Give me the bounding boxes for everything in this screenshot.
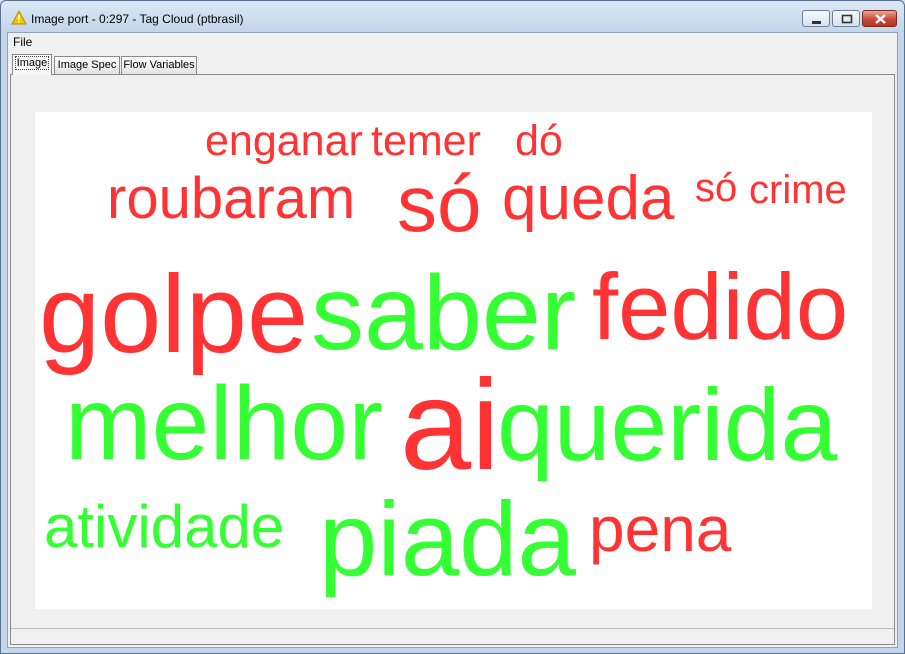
- cloud-word: piada: [319, 481, 576, 598]
- client-area: File Image Image Spec Flow Variables eng…: [7, 32, 898, 648]
- maximize-icon: [841, 14, 853, 24]
- cloud-word: golpe: [39, 253, 309, 376]
- cloud-word: temer: [371, 117, 481, 165]
- cloud-word: roubaram: [107, 166, 356, 231]
- tab-image-label: Image: [14, 56, 50, 70]
- cloud-word: só: [397, 159, 482, 248]
- title-bar[interactable]: Image port - 0:297 - Tag Cloud (ptbrasil…: [1, 1, 904, 32]
- cloud-word: querida: [497, 368, 838, 482]
- tab-flow-variables-label: Flow Variables: [123, 59, 195, 71]
- warning-triangle-icon: [11, 10, 27, 25]
- tab-flow-variables[interactable]: Flow Variables: [121, 56, 197, 74]
- cloud-word: queda: [502, 164, 675, 233]
- cloud-word: crime: [749, 168, 847, 212]
- minimize-button[interactable]: [802, 10, 830, 27]
- cloud-word: fedido: [592, 254, 849, 359]
- menu-file[interactable]: File: [13, 35, 33, 49]
- tab-image-spec[interactable]: Image Spec: [54, 56, 120, 74]
- cloud-word: atividade: [44, 493, 285, 560]
- window-title: Image port - 0:297 - Tag Cloud (ptbrasil…: [31, 12, 244, 26]
- image-panel: enganar temer dó roubaram só queda só cr…: [10, 74, 895, 645]
- cloud-word: melhor: [65, 366, 383, 482]
- cloud-word: pena: [589, 493, 732, 565]
- close-button[interactable]: [862, 10, 897, 27]
- tab-image-spec-label: Image Spec: [57, 59, 117, 71]
- cloud-word: ai: [400, 354, 500, 497]
- tab-image[interactable]: Image: [12, 54, 52, 75]
- close-icon: [875, 14, 886, 24]
- maximize-button[interactable]: [832, 10, 860, 27]
- cloud-word: enganar: [205, 117, 363, 165]
- cloud-word: dó: [515, 117, 563, 165]
- minimize-icon: [812, 21, 821, 24]
- panel-divider: [11, 628, 894, 629]
- tag-cloud-image: enganar temer dó roubaram só queda só cr…: [35, 112, 872, 609]
- cloud-word: saber: [311, 254, 577, 372]
- menu-bar: File: [8, 33, 897, 51]
- cloud-word: só: [695, 166, 738, 210]
